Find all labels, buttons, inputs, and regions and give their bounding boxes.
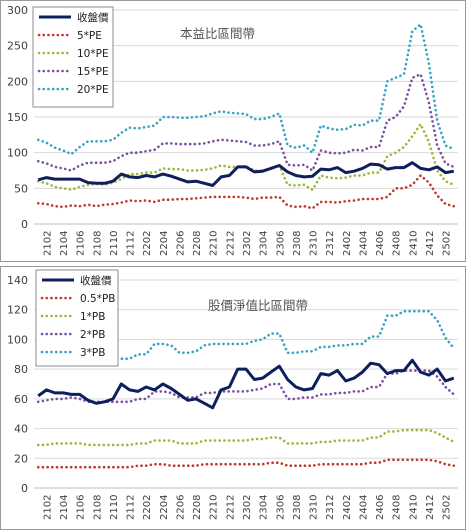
legend-label: 2*PB [80,329,105,341]
legend-label: 1*PB [80,311,105,323]
x-tick-label: 2308 [292,231,303,256]
legend-label: 3*PB [80,347,105,359]
series-line-2 [36,121,456,192]
x-tick-label: 2106 [76,495,87,520]
y-tick-label: 100 [7,147,28,160]
x-tick-label: 2102 [42,495,53,520]
y-tick-label: 50 [14,182,28,195]
x-tick-label: 2302 [242,495,253,520]
x-tick-label: 2104 [59,495,70,520]
x-tick-label: 2110 [109,231,120,256]
pb-band-chart: 0 20 40 60 80 100 120 140 2102 2104 2106 2108 2110 21… [7,269,458,520]
x-tick-label: 2410 [408,495,419,520]
x-tick-label: 2410 [408,231,419,256]
x-tick-label: 2310 [309,495,320,520]
x-tick-label: 2402 [342,231,353,256]
x-tick-label: 2202 [142,495,153,520]
series-line-4 [36,21,456,156]
x-tick-label: 2306 [275,231,286,256]
x-tick-label: 2208 [192,231,203,256]
x-tick-label: 2404 [358,495,369,520]
x-tick-label: 2304 [259,495,270,520]
x-tick-label: 2406 [375,231,386,256]
x-tick-label: 2310 [309,231,320,256]
y-tick-label: 60 [14,393,28,406]
x-tick-label: 2112 [126,495,137,520]
x-tick-label: 2108 [92,495,103,520]
x-tick-label: 2412 [425,495,436,520]
x-tick-label: 2406 [375,495,386,520]
x-tick-label: 2412 [425,231,436,256]
x-tick-label: 2112 [126,231,137,256]
series-line-3 [36,369,456,404]
x-tick-label: 2106 [76,231,87,256]
series-line-2 [36,428,456,447]
y-tick-label: 80 [14,363,28,376]
series-line-0 [37,358,455,410]
x-tick-label: 2202 [142,231,153,256]
x-tick-label: 2304 [259,231,270,256]
chart-title: 股價淨值比區間帶 [208,298,308,313]
x-tick-label: 2212 [225,231,236,256]
y-tick-label: 200 [7,75,28,88]
series-line-0 [37,161,455,187]
legend-label: 15*PE [77,66,109,78]
legend-box [32,6,114,108]
y-tick-label: 40 [14,423,28,436]
x-tick-label: 2404 [358,231,369,256]
legend-label: 5*PE [77,30,102,42]
x-tick-label: 2312 [325,231,336,256]
x-tick-label: 2502 [442,231,453,256]
x-tick-label: 2108 [92,231,103,256]
y-tick-label: 140 [7,274,28,287]
x-tick-label: 2204 [159,231,170,256]
x-tick-label: 2210 [209,231,220,256]
x-tick-label: 2302 [242,231,253,256]
x-tick-label: 2206 [175,231,186,256]
y-tick-label: 250 [7,40,28,53]
x-tick-label: 2306 [275,495,286,520]
x-tick-label: 2212 [225,495,236,520]
legend-label: 0.5*PB [80,293,115,305]
y-tick-label: 300 [7,4,28,17]
x-tick-label: 2104 [59,231,70,256]
y-tick-label: 120 [7,304,28,317]
legend-label: 10*PE [77,48,109,60]
x-tick-label: 2312 [325,495,336,520]
pe-band-chart-panel: 0 50 100 150 200 250 300 2102 2104 2106 2108 2110 21… [0,0,466,262]
legend-label: 收盤價 [80,274,112,287]
y-tick-label: 0 [21,482,28,495]
x-tick-label: 2102 [42,231,53,256]
legend-label: 20*PE [77,84,109,96]
y-tick-label: 100 [7,333,28,346]
series-line-1 [36,458,456,469]
chart-title: 本益比區間帶 [180,26,255,41]
x-tick-label: 2204 [159,495,170,520]
x-tick-label: 2408 [392,231,403,256]
legend-label: 收盤價 [77,11,109,24]
pb-band-chart-panel: 0 20 40 60 80 100 120 140 2102 2104 2106 2108 2110 21… [0,266,466,530]
y-tick-label: 150 [7,111,28,124]
pe-band-chart: 0 50 100 150 200 250 300 2102 2104 2106 2108 2110 21… [7,4,458,256]
y-tick-label: 20 [14,452,28,465]
y-tick-label: 0 [21,218,28,231]
x-tick-label: 2308 [292,495,303,520]
x-tick-label: 2206 [175,495,186,520]
x-tick-label: 2402 [342,495,353,520]
series-line-3 [36,72,456,173]
series-line-1 [36,173,456,210]
legend-box [35,269,119,367]
x-tick-label: 2110 [109,495,120,520]
x-tick-label: 2408 [392,495,403,520]
x-tick-label: 2208 [192,495,203,520]
x-tick-label: 2502 [442,495,453,520]
x-tick-label: 2210 [209,495,220,520]
